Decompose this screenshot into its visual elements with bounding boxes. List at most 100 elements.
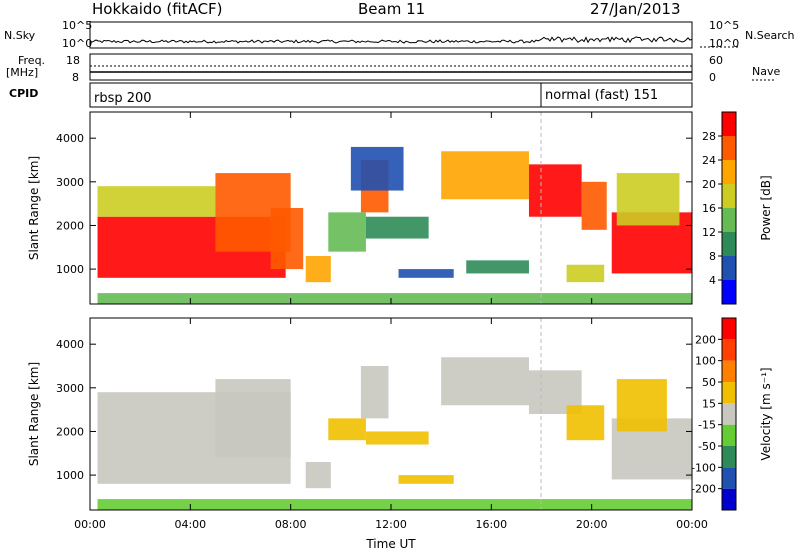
colorbar-swatch <box>722 488 736 510</box>
colorbar-frame <box>721 317 737 511</box>
colorbar-swatch <box>722 112 736 136</box>
nave-label: Nave <box>752 65 781 78</box>
colorbar-swatch <box>722 339 736 361</box>
colorbar-swatch <box>722 467 736 489</box>
colorbar-tick-label: 16 <box>702 202 716 215</box>
data-region-power-10 <box>441 151 529 200</box>
x-tick-label: 04:00 <box>174 518 206 531</box>
data-region-power-5 <box>328 212 366 252</box>
cpid-panel-frame <box>89 82 693 108</box>
x-tick-label: 16:00 <box>475 518 507 531</box>
y-tick-label: 1000 <box>56 469 84 482</box>
station-title: Hokkaido (fitACF) <box>92 0 223 18</box>
freq-left-tick-top: 18 <box>66 54 80 67</box>
x-tick-label: 08:00 <box>275 518 307 531</box>
data-region-velocity-7 <box>441 357 529 406</box>
y-tick-label: 4000 <box>56 132 84 145</box>
data-region-velocity-9 <box>566 405 605 441</box>
noise-sky-label: N.Sky <box>4 29 36 42</box>
colorbar-tick-label: 20 <box>702 178 716 191</box>
data-region-power-3 <box>270 208 304 270</box>
data-region-velocity-3 <box>328 418 366 441</box>
data-region-velocity-11 <box>616 379 667 432</box>
freq-left-tick-bottom: 8 <box>72 71 79 84</box>
data-region-velocity-1 <box>215 379 291 458</box>
colorbar-swatch <box>722 360 736 382</box>
colorbar-tick-label: -200 <box>691 483 716 496</box>
colorbar-tick-label: -15 <box>698 419 716 432</box>
date-title: 27/Jan/2013 <box>590 0 681 18</box>
colorbar-swatch <box>722 280 736 304</box>
noise-sky-line <box>89 36 693 44</box>
y-tick-label: 2000 <box>56 219 84 232</box>
colorbar-swatch <box>722 382 736 404</box>
freq-label: Freq. <box>18 54 46 67</box>
nave-tick-top: 60 <box>709 54 723 67</box>
colorbar-swatch <box>722 184 736 208</box>
colorbar-tick-label: 8 <box>709 250 716 263</box>
data-region-power-9 <box>398 269 454 278</box>
noise-search-label: N.Search <box>745 29 795 42</box>
freq-panel-frame <box>89 53 693 81</box>
y-axis-label: Slant Range [km] <box>27 362 41 466</box>
noise-right-tick-top: 10^5 <box>709 19 740 32</box>
data-region-power-4 <box>305 256 331 283</box>
colorbar-tick-label: 15 <box>702 397 716 410</box>
data-region-power-1 <box>97 186 216 217</box>
data-region-velocity-12 <box>97 499 692 510</box>
freq-unit-label: [MHz] <box>6 66 39 79</box>
data-region-velocity-5 <box>365 431 429 445</box>
noise-left-tick-top: 10^5 <box>62 19 93 32</box>
colorbar-tick-label: 100 <box>695 355 716 368</box>
colorbar-tick-label: 12 <box>702 226 716 239</box>
x-tick-label: 12:00 <box>375 518 407 531</box>
noise-panel-frame <box>89 21 693 49</box>
colorbar-tick-label: 200 <box>695 333 716 346</box>
noise-right-tick-bottom: 10^0 <box>709 37 740 50</box>
beam-title: Beam 11 <box>358 0 426 18</box>
x-tick-label: 00:00 <box>74 518 106 531</box>
colorbar-label: Power [dB] <box>759 175 773 240</box>
colorbar-swatch <box>722 256 736 280</box>
colorbar-swatch <box>722 318 736 340</box>
noise-left-tick-bottom: 10^0 <box>62 37 93 50</box>
colorbar-swatch <box>722 403 736 425</box>
colorbar-swatch <box>722 424 736 446</box>
data-region-velocity-4 <box>360 366 389 419</box>
y-tick-label: 3000 <box>56 382 84 395</box>
colorbar-tick-label: -100 <box>691 461 716 474</box>
data-region-power-12 <box>528 164 582 217</box>
data-region-velocity-2 <box>305 462 331 489</box>
colorbar-label: Velocity [m s⁻¹] <box>759 367 773 460</box>
colorbar-swatch <box>722 160 736 184</box>
y-axis-label: Slant Range [km] <box>27 156 41 260</box>
data-region-power-13 <box>581 181 607 230</box>
cpid-label: CPID <box>9 87 39 100</box>
colorbar-swatch <box>722 136 736 160</box>
x-tick-label: 20:00 <box>576 518 608 531</box>
colorbar-tick-label: 28 <box>702 130 716 143</box>
colorbar-tick-label: 50 <box>702 376 716 389</box>
data-region-power-14 <box>566 264 605 283</box>
nave-tick-bottom: 0 <box>709 71 716 84</box>
colorbar-tick-label: 24 <box>702 154 716 167</box>
data-region-velocity-6 <box>398 475 454 484</box>
y-tick-label: 1000 <box>56 263 84 276</box>
data-region-power-11 <box>466 260 529 274</box>
data-region-power-8 <box>365 216 429 239</box>
colorbar-tick-label: 4 <box>709 274 716 287</box>
colorbar-tick-label: -50 <box>698 440 716 453</box>
colorbar-swatch <box>722 208 736 232</box>
x-tick-label: 00:00 <box>676 518 708 531</box>
data-region-power-16 <box>616 173 680 226</box>
cpid-program-rbsp: rbsp 200 <box>94 91 152 106</box>
colorbar-swatch <box>722 232 736 256</box>
y-tick-label: 3000 <box>56 176 84 189</box>
y-tick-label: 4000 <box>56 338 84 351</box>
data-region-power-17 <box>97 293 692 304</box>
x-axis-label: Time UT <box>365 537 416 551</box>
data-region-power-7 <box>350 146 404 191</box>
colorbar-swatch <box>722 446 736 468</box>
y-tick-label: 2000 <box>56 425 84 438</box>
